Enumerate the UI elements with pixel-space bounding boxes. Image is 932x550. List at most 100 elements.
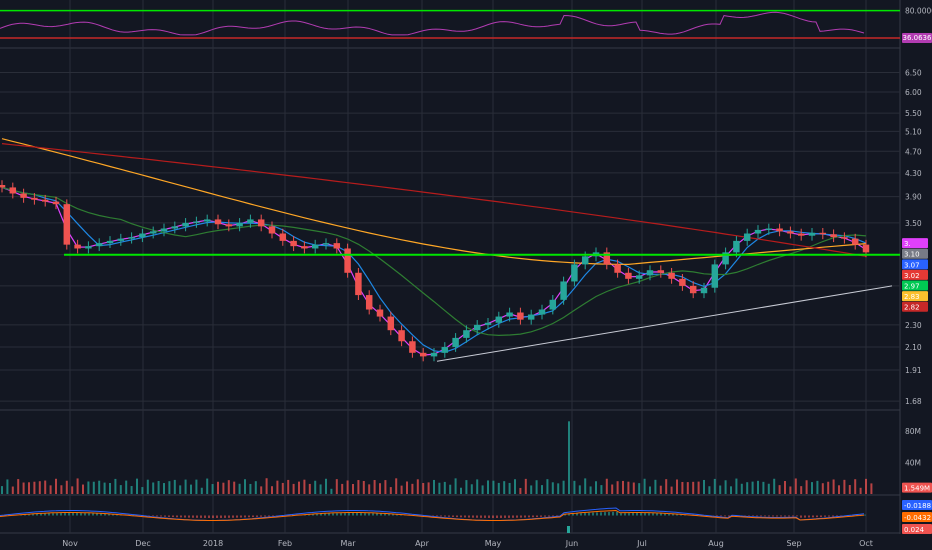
candle-body[interactable] [527, 314, 535, 320]
candle-body[interactable] [387, 316, 395, 331]
candle-body[interactable] [787, 231, 794, 234]
candle-body[interactable] [117, 238, 125, 241]
candle-body[interactable] [571, 264, 578, 282]
candle-body[interactable] [139, 233, 146, 238]
candle-body[interactable] [398, 330, 405, 342]
candle-body[interactable] [0, 185, 6, 188]
price-pane[interactable] [0, 138, 900, 362]
candle-body[interactable] [625, 272, 632, 279]
candle-body[interactable] [128, 237, 135, 239]
candle-body[interactable] [247, 219, 254, 223]
candle-body[interactable] [355, 272, 362, 296]
candle-body[interactable] [506, 312, 513, 317]
candle-body[interactable] [495, 316, 503, 323]
volume-bar [746, 482, 749, 494]
candle-body[interactable] [841, 237, 848, 239]
candle-body[interactable] [668, 272, 675, 279]
candle-body[interactable] [9, 187, 17, 194]
candle-body[interactable] [679, 278, 686, 286]
candle-body[interactable] [41, 199, 49, 202]
candle-body[interactable] [419, 352, 427, 357]
candle-body[interactable] [549, 299, 557, 310]
candle-body[interactable] [160, 228, 168, 232]
candle-body[interactable] [311, 244, 319, 249]
candle-body[interactable] [862, 244, 870, 253]
candle-body[interactable] [517, 312, 524, 320]
candle-body[interactable] [74, 244, 81, 249]
candle-body[interactable] [538, 309, 546, 315]
candle-body[interactable] [344, 248, 351, 273]
candle-body[interactable] [819, 232, 827, 235]
candle-body[interactable] [203, 219, 211, 222]
candle-body[interactable] [182, 222, 189, 227]
candle-body[interactable] [376, 309, 384, 317]
candle-body[interactable] [560, 281, 567, 300]
macd-pane[interactable]: -0.0188 -0.0432 0.024 [0, 500, 932, 534]
candle-body[interactable] [149, 231, 157, 234]
candle-body[interactable] [765, 228, 773, 230]
candle-body[interactable] [322, 243, 330, 245]
volume-bar [298, 481, 300, 494]
price-badge-label: 3.02 [904, 272, 920, 280]
candle-body[interactable] [830, 234, 837, 238]
candle-body[interactable] [301, 246, 308, 249]
candle-body[interactable] [268, 226, 276, 234]
candle-body[interactable] [484, 322, 492, 325]
candle-body[interactable] [581, 256, 589, 265]
candle-body[interactable] [733, 240, 740, 253]
candle-body[interactable] [85, 246, 92, 249]
macd-histogram-bar [344, 513, 346, 516]
candle-body[interactable] [430, 352, 438, 357]
candle-body[interactable] [689, 285, 697, 294]
candle-body[interactable] [646, 270, 654, 276]
volume-pane[interactable]: 80M 40M 1.549M [1, 421, 932, 494]
candle-body[interactable] [95, 243, 103, 247]
volume-bar [411, 483, 414, 494]
candle-body[interactable] [225, 224, 233, 227]
candle-body[interactable] [365, 295, 373, 310]
candle-body[interactable] [236, 222, 243, 227]
candle-body[interactable] [473, 324, 481, 331]
candle-body[interactable] [452, 337, 459, 347]
candle-body[interactable] [743, 233, 751, 241]
candle-body[interactable] [635, 275, 643, 279]
volume-bar [595, 481, 597, 494]
candle-body[interactable] [711, 264, 719, 288]
candle-body[interactable] [52, 201, 60, 205]
volume-bar [870, 483, 873, 494]
macd-histogram-bar [528, 515, 530, 518]
candle-body[interactable] [463, 330, 470, 338]
candle-body[interactable] [722, 252, 729, 265]
candle-body[interactable] [603, 252, 611, 265]
candle-body[interactable] [441, 346, 449, 353]
candle-body[interactable] [657, 270, 665, 273]
candle-body[interactable] [851, 238, 859, 245]
volume-bar [724, 480, 727, 494]
candle-body[interactable] [279, 233, 287, 241]
candle-body[interactable] [257, 219, 265, 227]
macd-histogram-bar [752, 515, 754, 517]
candle-body[interactable] [700, 287, 708, 294]
candle-body[interactable] [171, 226, 179, 229]
trendline[interactable] [436, 285, 893, 362]
time-axis[interactable]: Nov Dec 2018 Feb Mar Apr May Jun Jul Aug Sep Oct [62, 539, 873, 548]
candle-body[interactable] [808, 232, 816, 236]
candle-body[interactable] [214, 219, 222, 225]
candle-body[interactable] [31, 197, 38, 200]
price-scale[interactable]: 6.506.005.505.104.704.303.903.503.072.70… [902, 69, 928, 407]
candle-body[interactable] [409, 341, 416, 353]
candle-body[interactable] [290, 240, 297, 247]
candle-body[interactable] [333, 243, 341, 249]
candle-body[interactable] [776, 228, 783, 232]
candle-body[interactable] [20, 193, 27, 198]
volume-bar [438, 482, 441, 494]
candle-body[interactable] [754, 229, 762, 234]
candle-body[interactable] [614, 264, 621, 273]
volume-bar [254, 481, 257, 494]
candle-body[interactable] [106, 240, 114, 244]
candle-body[interactable] [797, 233, 805, 236]
candle-body[interactable] [63, 204, 71, 245]
rsi-pane[interactable]: 80.0000 36.0636 [0, 7, 932, 43]
candle-body[interactable] [193, 221, 200, 223]
